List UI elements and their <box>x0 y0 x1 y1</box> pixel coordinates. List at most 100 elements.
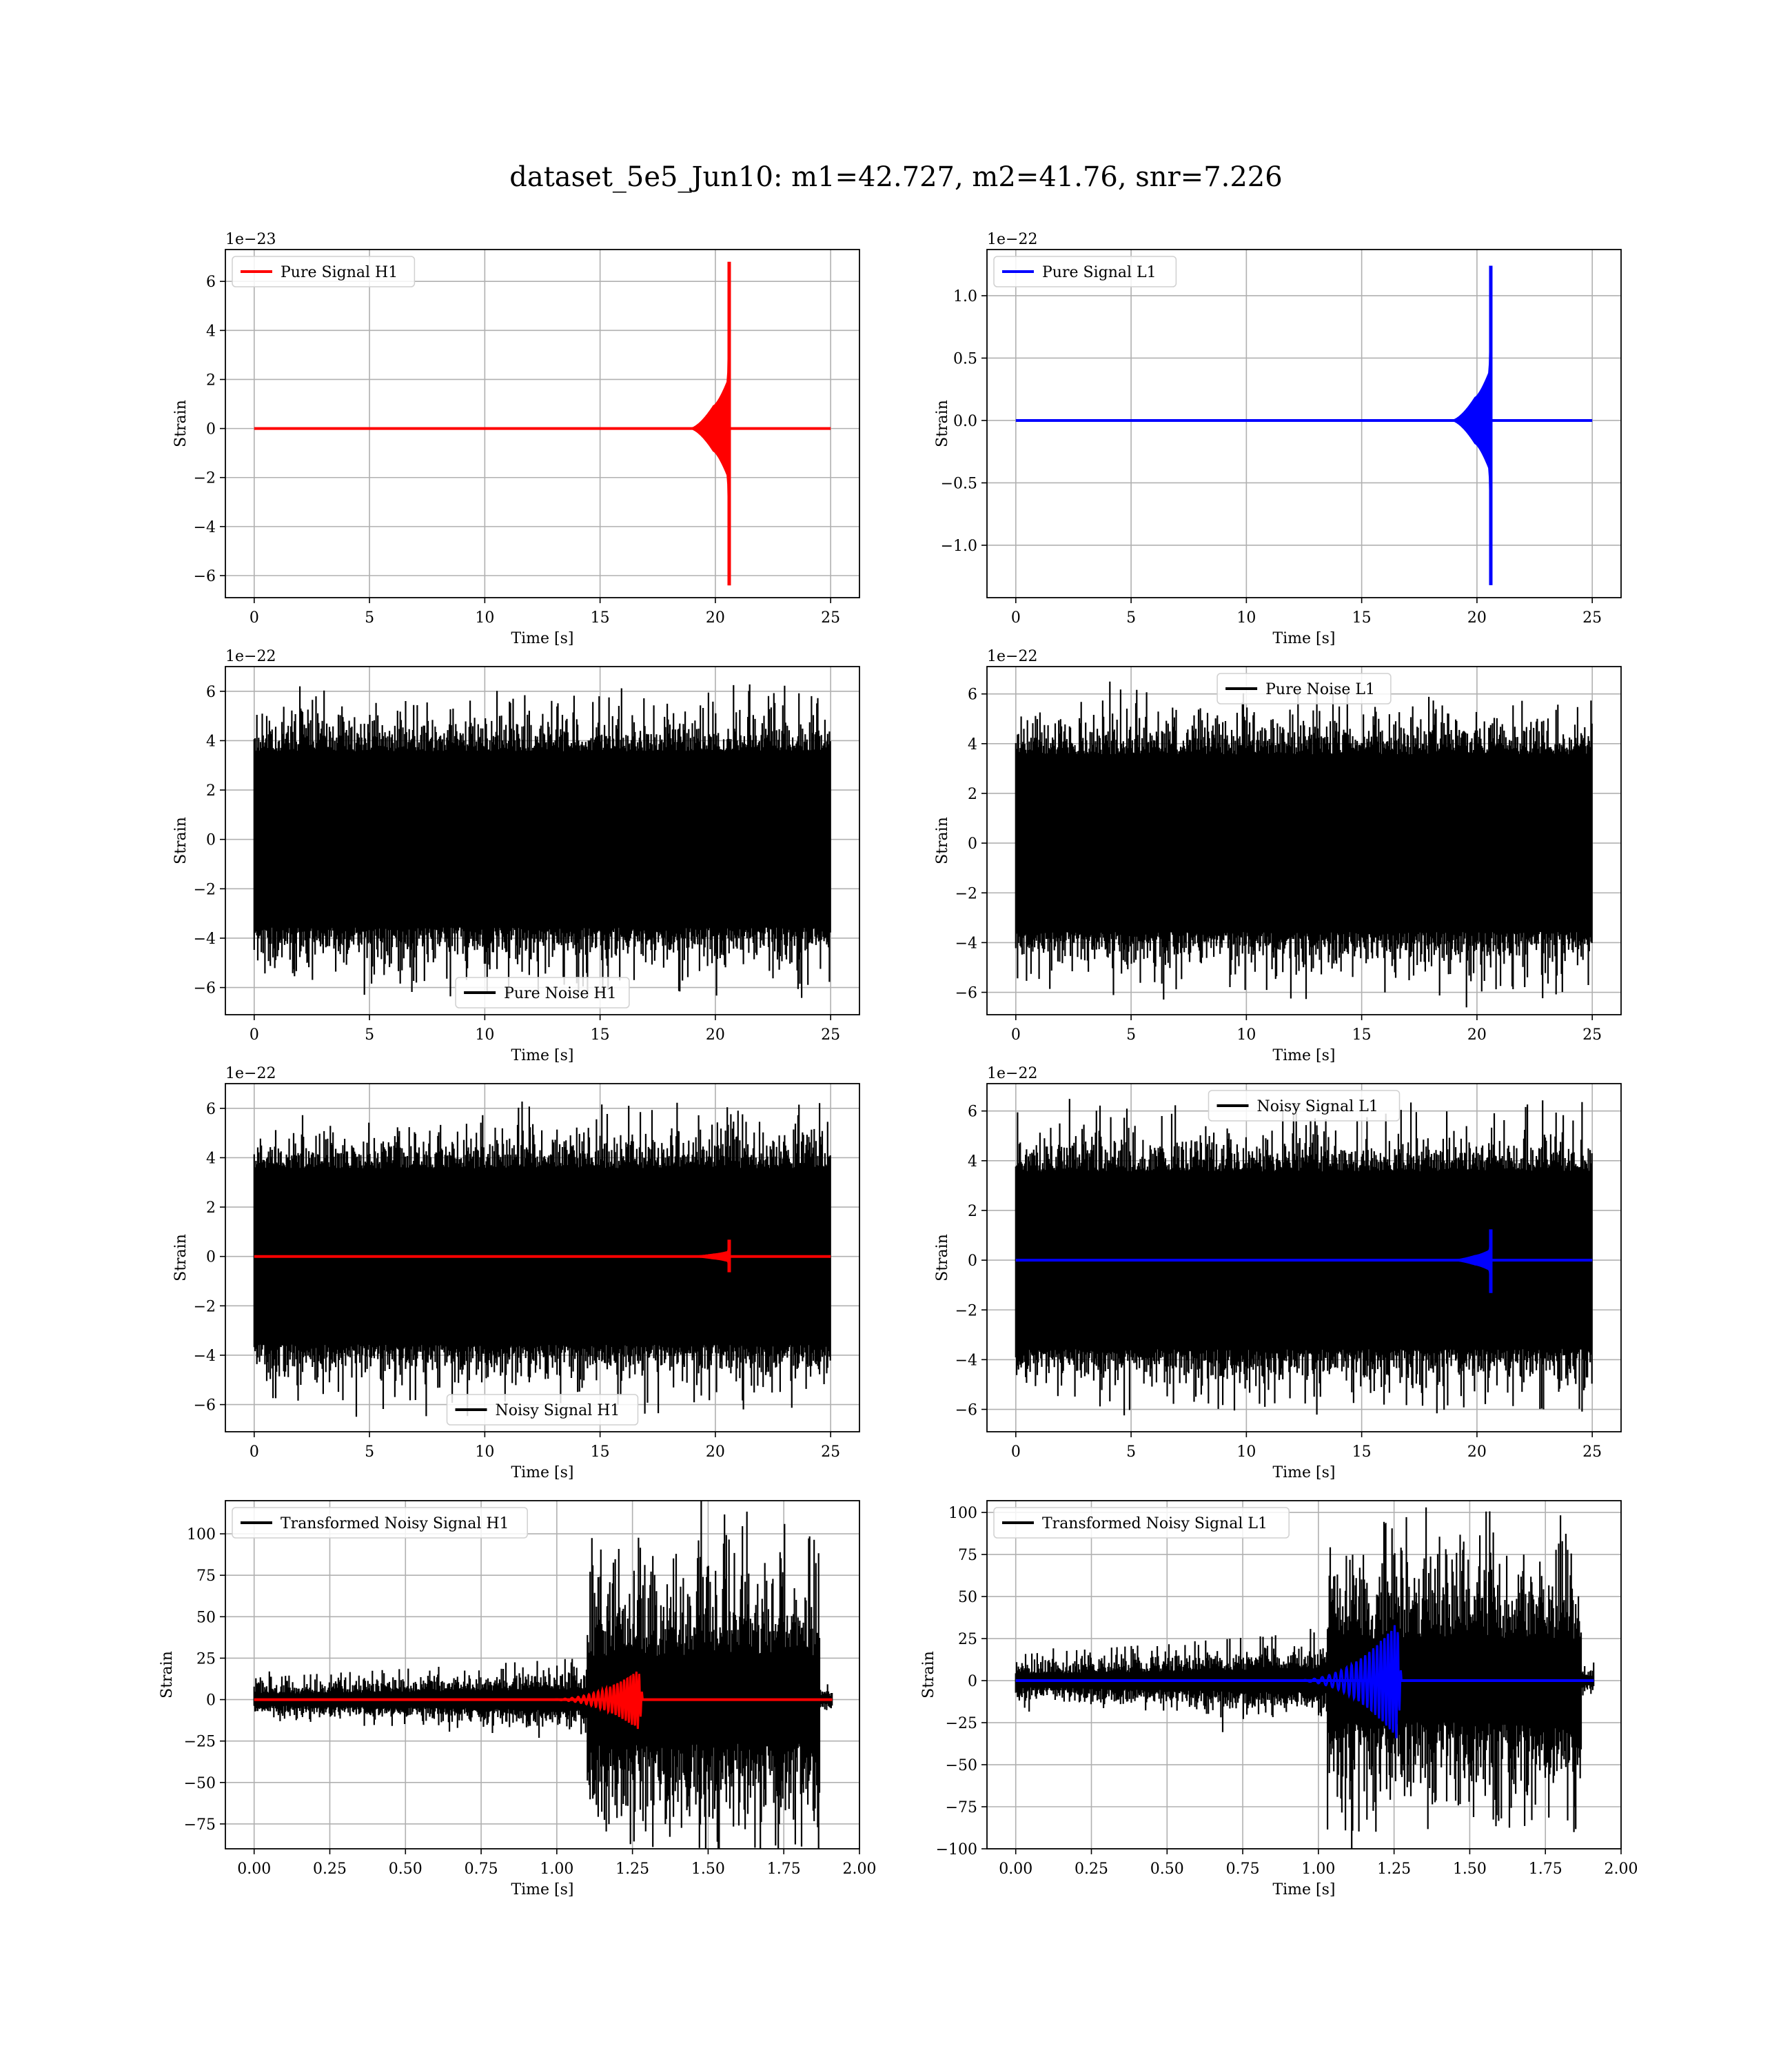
y-tick-label: 0.5 <box>953 350 977 367</box>
x-tick-label: 0 <box>1011 1026 1021 1044</box>
panel-pure-noise-l1: 0 5 10 15 20 25 −6 −4 −2 0 2 4 6 Time [s] Strain 1e−22 P… <box>934 648 1622 1064</box>
y-tick-label: 4 <box>968 736 977 753</box>
x-axis-label: Time [s] <box>511 1464 573 1481</box>
axes-frame <box>986 249 1622 598</box>
series-chirp <box>1287 1625 1403 1738</box>
y-tick-label: 4 <box>206 733 216 750</box>
x-axis-label: Time [s] <box>1272 1464 1335 1481</box>
legend: Noisy Signal L1 <box>1208 1090 1401 1122</box>
x-tick-label: 15 <box>1352 1443 1372 1461</box>
x-tick-label: 25 <box>821 1026 840 1044</box>
panel-noisy-signal-h1: 0 5 10 15 20 25 −6 −4 −2 0 2 4 6 Time [s] Strain 1e−22 N… <box>172 1065 860 1481</box>
y-tick-label: 2 <box>968 786 977 803</box>
legend-frame <box>1208 1090 1401 1122</box>
axes-frame <box>225 1500 860 1849</box>
y-tick-label: 6 <box>206 684 216 701</box>
x-tick-label: 15 <box>591 1443 610 1461</box>
series-transformed-noisy-signal-h1 <box>253 1501 833 1849</box>
panel-pure-signal-h1: 0 5 10 15 20 25 −6 −4 −2 0 2 4 6 Time [s] Strain 1e−23 P… <box>172 231 860 647</box>
x-tick-label: 1.25 <box>615 1861 649 1878</box>
y-tick-label: −6 <box>194 568 216 585</box>
x-tick-label: 10 <box>1236 1443 1256 1461</box>
y-tick-label: −50 <box>946 1757 977 1774</box>
series-pure-noise-h1 <box>253 684 831 999</box>
axes-frame <box>986 1500 1622 1849</box>
x-tick-label: 0.00 <box>999 1861 1032 1878</box>
x-tick-label: 1.00 <box>540 1861 573 1878</box>
x-tick-label: 0.00 <box>237 1861 271 1878</box>
x-tick-label: 20 <box>706 1443 725 1461</box>
x-tick-label: 25 <box>1582 1026 1602 1044</box>
axes-frame <box>986 666 1622 1015</box>
y-tick-label: 4 <box>206 323 216 340</box>
y-tick-label: −50 <box>184 1775 216 1792</box>
x-tick-label: 0 <box>250 609 259 627</box>
y-axis-label: Strain <box>172 1234 190 1281</box>
x-tick-label: 1.50 <box>691 1861 725 1878</box>
x-tick-label: 0.75 <box>1226 1861 1260 1878</box>
y-offset-text: 1e−22 <box>987 648 1037 665</box>
y-tick-label: 75 <box>196 1568 216 1585</box>
x-tick-label: 1.75 <box>1529 1861 1562 1878</box>
y-tick-label: 2 <box>206 782 216 800</box>
legend: Transformed Noisy Signal H1 <box>232 1507 528 1539</box>
axes-frame <box>986 1083 1622 1432</box>
legend-frame <box>1216 673 1392 704</box>
y-tick-label: −4 <box>955 1352 977 1369</box>
y-axis-label: Strain <box>934 1234 951 1281</box>
y-tick-label: 2 <box>206 372 216 389</box>
axes-frame <box>225 1083 860 1432</box>
x-tick-label: 25 <box>821 1443 840 1461</box>
y-tick-label: −0.5 <box>941 475 977 492</box>
y-tick-label: −2 <box>194 1298 216 1315</box>
x-tick-label: 0.25 <box>1075 1861 1108 1878</box>
y-offset-text: 1e−23 <box>225 231 276 248</box>
plot-area <box>1015 1099 1593 1416</box>
x-tick-label: 10 <box>475 1026 494 1044</box>
y-tick-label: −2 <box>194 470 216 487</box>
panel-noisy-signal-l1: 0 5 10 15 20 25 −6 −4 −2 0 2 4 6 Time [s] Strain 1e−22 N… <box>934 1065 1622 1481</box>
x-axis-label: Time [s] <box>511 1881 573 1898</box>
legend-label: Pure Signal L1 <box>1042 264 1157 281</box>
legend-label: Noisy Signal L1 <box>1257 1098 1378 1115</box>
y-offset-text: 1e−22 <box>987 231 1037 248</box>
y-tick-label: 25 <box>196 1650 216 1667</box>
y-tick-label: 0 <box>968 1673 977 1690</box>
legend: Noisy Signal H1 <box>446 1394 639 1426</box>
y-tick-label: 75 <box>958 1547 977 1564</box>
x-tick-label: 5 <box>1126 1443 1136 1461</box>
x-tick-label: 2.00 <box>1605 1861 1638 1878</box>
y-tick-label: 0 <box>968 835 977 853</box>
y-tick-label: 2 <box>968 1203 977 1220</box>
y-tick-label: −1.0 <box>941 538 977 555</box>
legend: Pure Signal L1 <box>993 256 1177 287</box>
legend-label: Noisy Signal H1 <box>496 1402 620 1419</box>
y-tick-label: −25 <box>946 1715 977 1732</box>
series-chirp-envelope <box>690 338 730 516</box>
panel-transformed-noisy-signal-h1: 0.00 0.25 0.50 0.75 1.00 1.25 1.50 1.75 2.00 −75 −… <box>159 1500 876 1898</box>
y-axis-label: Strain <box>934 400 951 447</box>
plot-area <box>1015 1507 1595 1849</box>
y-tick-label: 4 <box>206 1150 216 1167</box>
x-tick-label: 0.75 <box>465 1861 498 1878</box>
x-tick-label: 5 <box>365 609 374 627</box>
y-offset-text: 1e−22 <box>225 648 276 665</box>
legend: Pure Noise H1 <box>455 977 630 1008</box>
y-tick-label: −2 <box>955 1302 977 1319</box>
y-axis-label: Strain <box>920 1651 937 1699</box>
x-axis-label: Time [s] <box>511 630 573 647</box>
x-tick-label: 10 <box>475 1443 494 1461</box>
x-tick-label: 0.25 <box>313 1861 347 1878</box>
y-tick-label: 0.0 <box>953 413 977 430</box>
y-tick-label: −4 <box>194 931 216 948</box>
y-tick-label: 0 <box>206 832 216 849</box>
plot-area <box>253 1102 831 1417</box>
series-noisy-signal-l1 <box>1015 1099 1593 1416</box>
y-tick-label: −6 <box>194 980 216 997</box>
legend-label: Transformed Noisy Signal L1 <box>1042 1515 1267 1532</box>
x-tick-label: 10 <box>1236 1026 1256 1044</box>
x-tick-label: 0 <box>1011 1443 1021 1461</box>
x-tick-label: 5 <box>1126 1026 1136 1044</box>
x-tick-label: 15 <box>1352 609 1372 627</box>
x-tick-label: 20 <box>1467 1443 1487 1461</box>
